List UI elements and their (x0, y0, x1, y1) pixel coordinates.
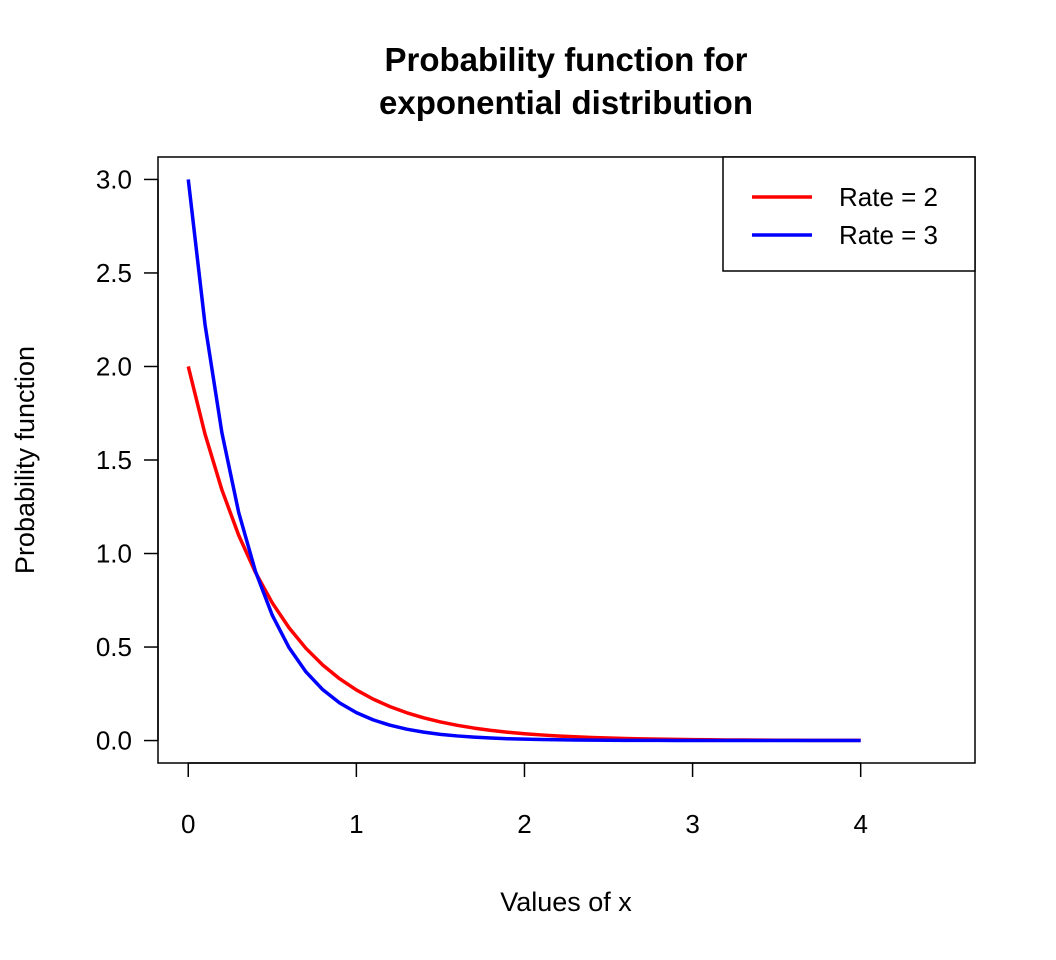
y-tick-label: 1.5 (96, 445, 132, 475)
x-tick-label: 2 (517, 809, 531, 839)
legend-label-rate-3: Rate = 3 (839, 220, 938, 250)
y-tick-label: 2.0 (96, 351, 132, 381)
x-tick-label: 1 (349, 809, 363, 839)
y-tick-label: 1.0 (96, 539, 132, 569)
legend: Rate = 2 Rate = 3 (722, 156, 976, 272)
series-line-rate-2 (186, 366, 861, 743)
y-axis: 0.0 0.5 1.0 1.5 2.0 2.5 3.0 (96, 164, 159, 756)
y-tick-label: 2.5 (96, 258, 132, 288)
y-axis-label: Probability function (10, 346, 40, 574)
chart-title-line-2: exponential distribution (379, 84, 753, 121)
legend-box (722, 156, 976, 272)
y-tick-label: 3.0 (96, 164, 132, 194)
series-lines (186, 179, 861, 743)
legend-label-rate-2: Rate = 2 (839, 182, 938, 212)
y-tick-label: 0.0 (96, 726, 132, 756)
x-tick-label: 0 (181, 809, 195, 839)
y-tick-label: 0.5 (96, 632, 132, 662)
series-line-rate-3 (186, 179, 861, 743)
x-tick-label: 3 (685, 809, 699, 839)
x-axis-label: Values of x (500, 887, 632, 917)
chart-title-line-1: Probability function for (385, 41, 748, 78)
x-axis: 0 1 2 3 4 (181, 762, 868, 839)
x-tick-label: 4 (853, 809, 867, 839)
